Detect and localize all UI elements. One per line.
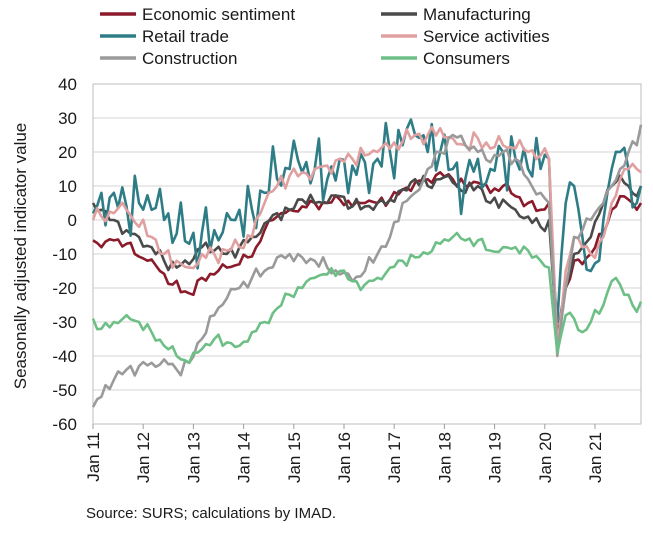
y-tick-label: -50 [52,381,77,400]
x-tick-label: Jan 15 [285,432,304,483]
x-tick-label: Jan 18 [435,432,454,483]
x-tick-label: Jan 14 [235,432,254,483]
series-line-consumers [91,231,643,365]
x-tick-label: Jan 17 [385,432,404,483]
legend-label-service-activities: Service activities [423,27,550,46]
y-tick-label: 10 [58,177,77,196]
plot-border [92,83,642,425]
legend-label-manufacturing: Manufacturing [423,5,531,24]
y-tick-label: 0 [68,211,77,230]
x-axis: Jan 11 Jan 12 Jan 13 Jan 14 Jan 15 Jan 16 Jan … [84,424,605,483]
x-tick-label: Jan 16 [335,432,354,483]
y-tick-label: -60 [52,415,77,434]
grid [93,83,641,425]
legend-label-economic-sentiment: Economic sentiment [142,5,295,24]
y-tick-label: -10 [52,245,77,264]
series-line-service-activities [91,125,642,348]
source-note: Source: SURS; calculations by IMAD. [86,505,337,522]
x-tick-label: Jan 20 [536,432,555,483]
series-layer [91,118,643,408]
series-line-retail-trade [91,118,643,324]
y-tick-label: -40 [52,347,77,366]
x-tick-label: Jan 13 [184,432,203,483]
x-tick-label: Jan 11 [84,432,103,482]
y-tick-label: -30 [52,313,77,332]
y-tick-label: 20 [58,143,77,162]
y-tick-label: -20 [52,279,77,298]
legend: Economic sentiment Manufacturing Retail tr… [100,5,550,68]
legend-label-retail-trade: Retail trade [142,27,229,46]
plot-area [92,83,642,425]
x-tick-label: Jan 12 [134,432,153,483]
y-tick-label: 40 [58,75,77,94]
series-line-construction [91,124,643,408]
legend-label-construction: Construction [142,49,237,68]
legend-label-consumers: Consumers [423,49,510,68]
line-chart: -60 -50 -40 -30 -20 -10 0 10 20 30 40 Jan 11 Jan 12… [11,5,643,483]
x-tick-label: Jan 21 [586,432,605,483]
y-tick-label: 30 [58,109,77,128]
y-axis: -60 -50 -40 -30 -20 -10 0 10 20 30 40 [52,75,77,434]
x-tick-label: Jan 19 [486,432,505,483]
y-axis-label: Seasonally adjusted indicator value [11,123,30,390]
